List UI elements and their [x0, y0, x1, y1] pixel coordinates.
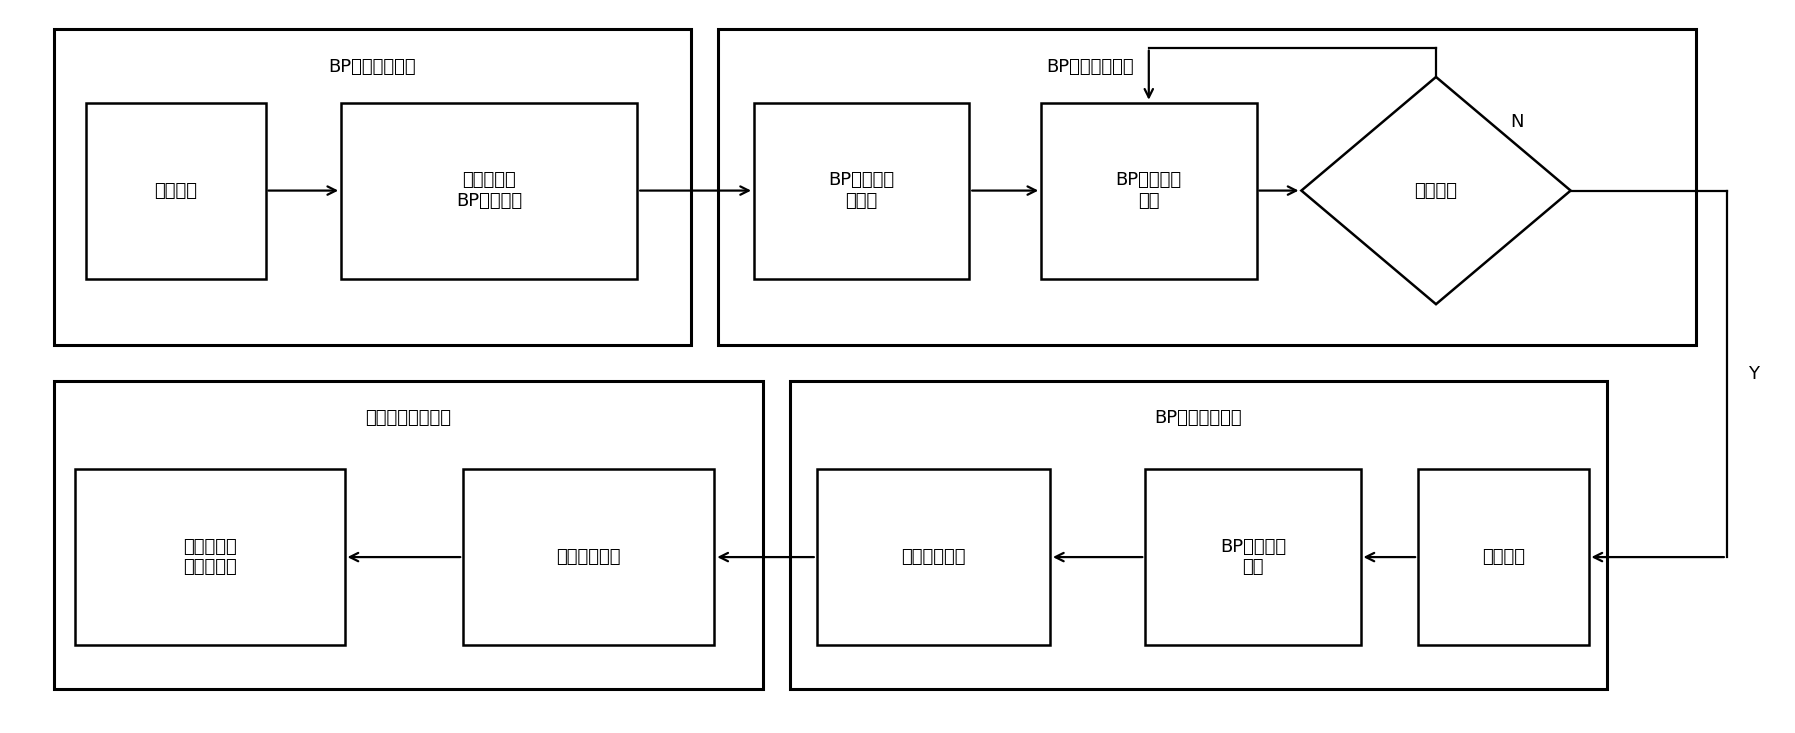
Bar	[1041, 103, 1256, 279]
Bar	[75, 469, 345, 645]
Bar	[817, 469, 1050, 645]
Text: 训练结束: 训练结束	[1414, 182, 1458, 199]
Text: BP神经网络
训练: BP神经网络 训练	[1116, 172, 1181, 210]
Text: 模拟交会图的制作: 模拟交会图的制作	[366, 409, 451, 427]
Text: 构建合适的
BP神经网络: 构建合适的 BP神经网络	[456, 172, 522, 210]
Bar	[463, 469, 714, 645]
Bar	[54, 29, 691, 345]
Text: 测试数据: 测试数据	[1483, 548, 1524, 566]
Text: 神经网络模
拟交会图版: 神经网络模 拟交会图版	[183, 538, 237, 576]
Bar	[341, 103, 637, 279]
Text: N: N	[1510, 114, 1524, 131]
Text: 系统建模: 系统建模	[154, 182, 197, 199]
Text: BP神经网络训练: BP神经网络训练	[1046, 58, 1134, 76]
Text: 分类代码投影: 分类代码投影	[901, 548, 966, 566]
Text: Y: Y	[1748, 365, 1759, 383]
Polygon shape	[1301, 77, 1571, 304]
Text: BP神经网络构建: BP神经网络构建	[328, 58, 416, 76]
Text: BP神经网络
初始化: BP神经网络 初始化	[829, 172, 894, 210]
Text: BP神经网络分类: BP神经网络分类	[1154, 409, 1242, 427]
Text: BP神经网络
分类: BP神经网络 分类	[1221, 538, 1285, 576]
Bar	[718, 29, 1696, 345]
Bar	[86, 103, 266, 279]
Bar	[1418, 469, 1589, 645]
Bar	[754, 103, 969, 279]
Text: 欧氏距离测算: 欧氏距离测算	[556, 548, 621, 566]
Bar	[790, 381, 1607, 689]
Bar	[1145, 469, 1361, 645]
Bar	[54, 381, 763, 689]
